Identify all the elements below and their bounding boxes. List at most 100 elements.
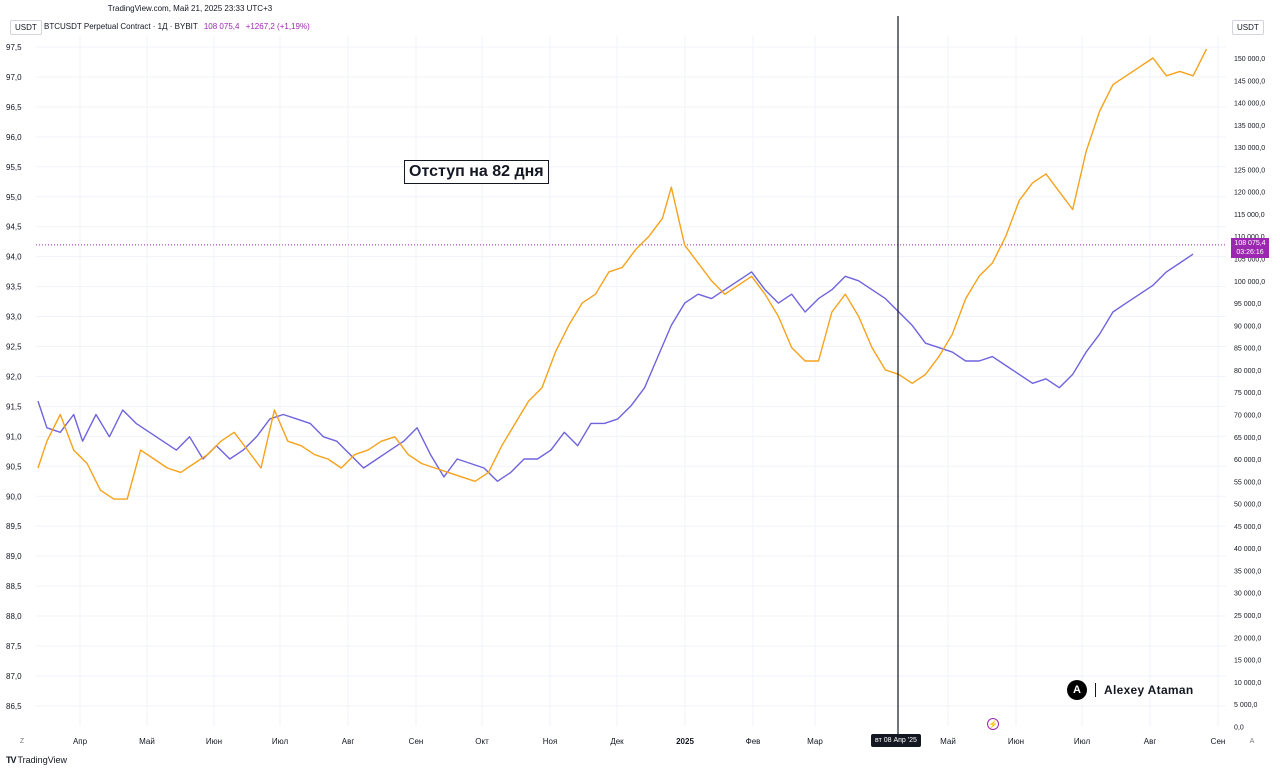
tradingview-logo-icon: TV	[6, 755, 16, 765]
series-line-blue[interactable]	[37, 253, 1194, 482]
right-tick-label: 40 000,0	[1234, 546, 1261, 553]
left-tick-label: 94,5	[6, 223, 22, 232]
right-tick-label: 150 000,0	[1234, 56, 1265, 63]
symbol-value: 108 075,4	[203, 22, 240, 31]
left-axis-unit[interactable]: USDT	[10, 20, 42, 35]
annotation-text[interactable]: Отступ на 82 дня	[404, 160, 549, 184]
time-tick-label: Апр	[73, 737, 88, 746]
time-tick-label: Дек	[610, 737, 624, 746]
right-tick-label: 55 000,0	[1234, 479, 1261, 486]
right-tick-label: 60 000,0	[1234, 457, 1261, 464]
time-tick-label: 2025	[676, 737, 694, 746]
tradingview-brand: TradingView	[17, 755, 68, 765]
left-tick-label: 91,0	[6, 432, 22, 441]
symbol-legend[interactable]: BTCUSDT Perpetual Contract · 1Д · BYBIT …	[44, 22, 310, 31]
left-tick-label: 96,5	[6, 103, 22, 112]
right-tick-label: 20 000,0	[1234, 635, 1261, 642]
symbol-name: BTCUSDT Perpetual Contract · 1Д · BYBIT	[44, 22, 198, 31]
right-tick-label: 125 000,0	[1234, 167, 1265, 174]
left-tick-label: 97,0	[6, 73, 22, 82]
author-logo: A	[1067, 680, 1087, 700]
right-tick-label: 10 000,0	[1234, 680, 1261, 687]
snapshot-header: TradingView.com, Май 21, 2025 23:33 UTC+…	[107, 4, 273, 13]
right-tick-label: 130 000,0	[1234, 145, 1265, 152]
right-tick-label: 105 000,0	[1234, 257, 1265, 264]
right-tick-label: 80 000,0	[1234, 368, 1261, 375]
right-tick-label: 145 000,0	[1234, 78, 1265, 85]
right-tick-label: 5 000,0	[1234, 702, 1257, 709]
time-axis: Апр Май Июн Июл Авг Сен Окт Ноя Дек 2025 Фев Мар Май…	[73, 737, 1225, 746]
left-tick-label: 96,0	[6, 133, 22, 142]
right-axis: 150 000,0 145 000,0 140 000,0 135 000,0 130 …	[1234, 56, 1265, 731]
price-tag: 108 075,4 03:26:16	[1231, 238, 1269, 258]
crosshair-date-label: вт 08 Апр '25	[871, 734, 921, 747]
left-tick-label: 90,0	[6, 492, 22, 501]
left-tick-label: 88,0	[6, 612, 22, 621]
right-axis-unit[interactable]: USDT	[1232, 20, 1264, 35]
right-tick-label: 15 000,0	[1234, 658, 1261, 665]
left-tick-label: 95,0	[6, 193, 22, 202]
series-layer	[37, 48, 1208, 500]
lightning-icon[interactable]: ⚡	[987, 718, 999, 730]
time-tick-label: Июн	[206, 737, 222, 746]
right-tick-label: 90 000,0	[1234, 323, 1261, 330]
left-tick-label: 91,5	[6, 402, 22, 411]
right-tick-label: 75 000,0	[1234, 390, 1261, 397]
left-tick-label: 87,5	[6, 642, 22, 651]
left-tick-label: 88,5	[6, 582, 22, 591]
right-tick-label: 0,0	[1234, 724, 1244, 731]
left-tick-label: 87,0	[6, 672, 22, 681]
time-tick-label: Мар	[807, 737, 823, 746]
go-to-start-icon[interactable]: Z	[19, 738, 25, 745]
time-tick-label: Ноя	[543, 737, 558, 746]
right-tick-label: 65 000,0	[1234, 435, 1261, 442]
left-tick-label: 89,5	[6, 522, 22, 531]
time-tick-label: Июл	[1074, 737, 1091, 746]
left-tick-label: 92,5	[6, 343, 22, 352]
left-tick-label: 92,0	[6, 372, 22, 381]
left-axis: 97,5 97,0 96,5 96,0 95,5 95,0 94,5 94,0 93,5 93,0…	[6, 43, 22, 711]
right-tick-label: 45 000,0	[1234, 524, 1261, 531]
time-tick-label: Фев	[746, 737, 761, 746]
right-tick-label: 140 000,0	[1234, 101, 1265, 108]
left-tick-label: 95,5	[6, 163, 22, 172]
time-tick-label: Май	[940, 737, 956, 746]
author-signature: A Alexey Ataman	[1067, 680, 1194, 700]
time-tick-label: Авг	[342, 737, 355, 746]
left-tick-label: 94,0	[6, 253, 22, 262]
left-tick-label: 93,5	[6, 283, 22, 292]
time-tick-label: Окт	[475, 737, 489, 746]
time-tick-label: Май	[139, 737, 155, 746]
auto-scale-icon[interactable]: A	[1249, 738, 1255, 745]
right-tick-label: 135 000,0	[1234, 123, 1265, 130]
right-tick-label: 30 000,0	[1234, 591, 1261, 598]
right-tick-label: 85 000,0	[1234, 346, 1261, 353]
time-tick-label: Авг	[1144, 737, 1157, 746]
right-tick-label: 95 000,0	[1234, 301, 1261, 308]
right-tick-label: 35 000,0	[1234, 568, 1261, 575]
right-tick-label: 50 000,0	[1234, 502, 1261, 509]
time-tick-label: Сен	[409, 737, 424, 746]
price-tag-value: 108 075,4	[1234, 240, 1266, 247]
signature-divider	[1095, 683, 1096, 697]
right-tick-label: 25 000,0	[1234, 613, 1261, 620]
right-tick-label: 120 000,0	[1234, 190, 1265, 197]
author-name: Alexey Ataman	[1104, 683, 1194, 697]
price-tag-countdown: 03:26:16	[1236, 249, 1264, 256]
time-tick-label: Сен	[1211, 737, 1226, 746]
left-tick-label: 89,0	[6, 552, 22, 561]
footer-branding[interactable]: TV TradingView	[6, 755, 67, 765]
time-tick-label: Июл	[272, 737, 289, 746]
right-tick-label: 115 000,0	[1234, 212, 1265, 219]
right-tick-label: 70 000,0	[1234, 412, 1261, 419]
left-tick-label: 93,0	[6, 313, 22, 322]
left-tick-label: 97,5	[6, 43, 22, 52]
time-tick-label: Июн	[1008, 737, 1024, 746]
series-line-orange[interactable]	[37, 48, 1208, 500]
left-tick-label: 86,5	[6, 702, 22, 711]
left-tick-label: 90,5	[6, 462, 22, 471]
right-tick-label: 100 000,0	[1234, 279, 1265, 286]
grid-lines	[36, 36, 1226, 726]
right-tick-label: 110 000,0	[1234, 234, 1265, 241]
